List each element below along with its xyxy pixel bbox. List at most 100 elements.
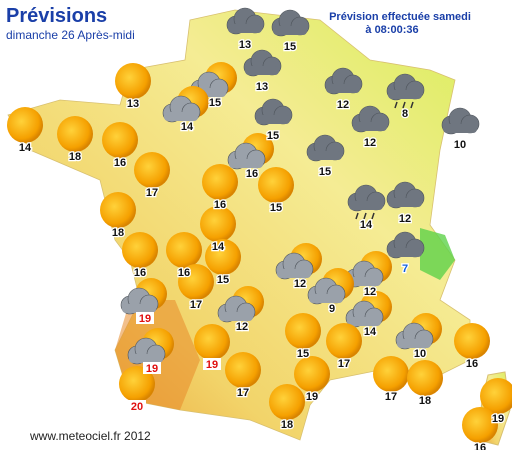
- cloud-base: [273, 26, 307, 35]
- sun-icon: [454, 323, 490, 359]
- cloud-icon: [127, 337, 166, 365]
- sun-icon: [373, 356, 409, 392]
- temperature: 12: [236, 321, 248, 333]
- cloud-base: [397, 339, 431, 348]
- cloud-icon: [254, 98, 293, 126]
- temperature: 18: [419, 395, 431, 407]
- temperature: 12: [294, 278, 306, 290]
- temperature: 14: [181, 121, 194, 133]
- cloud-base: [129, 354, 163, 363]
- cloud-base: [347, 277, 381, 286]
- sun-icon: [119, 366, 155, 402]
- sun-icon: [178, 264, 214, 300]
- cloud-icon: [162, 95, 201, 123]
- cloud-base: [122, 304, 156, 313]
- subtitle: dimanche 26 Après-midi: [6, 28, 135, 42]
- cloud-icon: [386, 181, 425, 209]
- cloud-icon: [347, 184, 386, 212]
- temperature: 13: [127, 98, 139, 110]
- temperature: 12: [364, 286, 376, 298]
- sun-icon: [166, 232, 202, 268]
- sun-icon: [194, 324, 230, 360]
- temperature: 15: [297, 348, 309, 360]
- temperature: 15: [267, 130, 279, 142]
- sun-icon: [269, 384, 305, 420]
- cloud-icon: [395, 322, 434, 350]
- sun-icon: [326, 323, 362, 359]
- issued-line: Prévision effectuée samedi: [329, 11, 471, 23]
- temperatures: 13 15 13 15 13 12 8 14 18 14 15 12 10 16 17 16 15 16 15 14 1…: [18, 38, 506, 450]
- cloud-base: [309, 294, 343, 303]
- temperature: 20: [131, 401, 143, 413]
- temperature: 13: [256, 81, 268, 93]
- sun-icon: [100, 192, 136, 228]
- temperature: 17: [190, 299, 202, 311]
- temperature: 15: [217, 274, 229, 286]
- temperature: 17: [338, 358, 350, 370]
- temp-box: [136, 312, 154, 324]
- cloud-base: [164, 112, 198, 121]
- footer-credit: www.meteociel.fr 2012: [29, 429, 151, 443]
- temperature: 16: [246, 168, 258, 180]
- cloud-base: [228, 24, 262, 33]
- cloud-base: [229, 159, 263, 168]
- temperature: 13: [239, 39, 251, 51]
- rain-drop: [371, 212, 375, 220]
- temperature: 15: [284, 41, 296, 53]
- cloud-icon: [345, 260, 384, 288]
- cloud-icon: [243, 49, 282, 77]
- temperature: 18: [69, 151, 81, 163]
- temperature: 19: [492, 413, 504, 425]
- temperature: 14: [212, 241, 225, 253]
- cold-alps: [420, 228, 455, 280]
- temperature: 16: [214, 199, 226, 211]
- temperature: 16: [474, 442, 486, 450]
- cloud-base: [347, 317, 381, 326]
- cloud-base: [277, 269, 311, 278]
- sun-icon: [122, 232, 158, 268]
- cloud-icon: [324, 67, 363, 95]
- cloud-base: [388, 198, 422, 207]
- cloud-base: [219, 312, 253, 321]
- temperature: 15: [270, 202, 282, 214]
- temperature: 10: [454, 139, 466, 151]
- sun-icon: [480, 378, 512, 414]
- temperature: 14: [19, 142, 32, 154]
- sun-icon: [7, 107, 43, 143]
- cloud-base: [308, 151, 342, 160]
- cloud-base: [388, 90, 422, 99]
- sun-icon: [202, 164, 238, 200]
- sun-icon: [258, 167, 294, 203]
- cloud-icon: [271, 9, 310, 37]
- temperature: 14: [360, 219, 373, 231]
- temperature: 17: [146, 187, 158, 199]
- cloud-base: [388, 248, 422, 257]
- temperature: 17: [385, 391, 397, 403]
- temperature: 16: [178, 267, 190, 279]
- cloud-icon: [386, 231, 425, 259]
- cloud-icon: [386, 73, 425, 101]
- sun-icon: [225, 352, 261, 388]
- cloud-icon: [227, 142, 266, 170]
- sun-icon: [285, 313, 321, 349]
- rain-drop: [394, 101, 398, 109]
- cloud-icon: [441, 107, 480, 135]
- issued-time: à 08:00:36: [365, 24, 418, 36]
- rain-drop: [402, 101, 406, 109]
- sun-icon: [407, 360, 443, 396]
- temperature: 19: [139, 313, 151, 325]
- temp-box: [128, 400, 146, 412]
- cloud-base: [245, 66, 279, 75]
- temperature: 19: [306, 391, 318, 403]
- rain-drop: [363, 212, 367, 220]
- sun-icon: [134, 152, 170, 188]
- temperature: 19: [146, 363, 158, 375]
- temperature: 19: [206, 359, 218, 371]
- temperature: 9: [329, 303, 335, 315]
- sun-icon: [200, 206, 236, 242]
- cloud-icon: [345, 300, 384, 328]
- temperature: 12: [364, 137, 376, 149]
- cloud-icon: [306, 134, 345, 162]
- temperature: 7: [402, 263, 408, 275]
